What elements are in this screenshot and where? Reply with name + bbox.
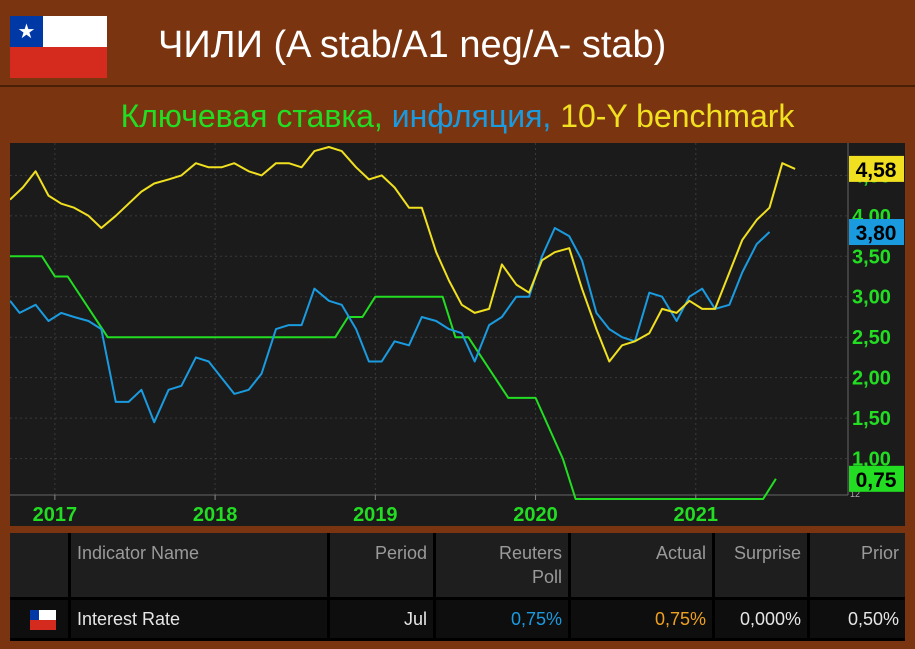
- y-tick-label: 1,50: [852, 408, 891, 430]
- last-value-label-key_rate: 0,75: [856, 469, 897, 492]
- row-prior: 0,50%: [810, 600, 905, 638]
- y-tick-label: 2,00: [852, 368, 891, 390]
- page-title: ЧИЛИ (A stab/A1 neg/A- stab): [158, 24, 667, 66]
- header-indicator-name: Indicator Name: [71, 533, 327, 597]
- x-tick-label: 2018: [193, 504, 238, 526]
- header-reuters-poll-text: Reuters Poll: [498, 543, 562, 587]
- header-surprise: Surprise: [715, 533, 807, 597]
- chile-flag-icon: ★: [10, 16, 107, 78]
- subtitle-benchmark: 10-Y benchmark: [560, 98, 795, 134]
- header-reuters-poll: Reuters Poll: [436, 533, 568, 597]
- header-prior: Prior: [810, 533, 905, 597]
- y-tick-label: 1,00: [852, 449, 891, 471]
- header: [0, 0, 915, 85]
- last-value-tag-key_rate: [849, 465, 904, 492]
- row-period: Jul: [330, 600, 433, 638]
- subtitle-inflation: инфляция,: [391, 98, 561, 134]
- header-actual: Actual: [571, 533, 712, 597]
- indicator-table: Indicator Name Period Reuters Poll Actua…: [10, 533, 905, 641]
- series-line-key_rate: [10, 255, 777, 500]
- last-value-tag-benchmark_10y: [849, 155, 904, 182]
- y-tick-label: 2,50: [852, 327, 891, 349]
- row-surprise: 0,000%: [715, 600, 807, 638]
- last-value-tag-inflation: [849, 219, 904, 246]
- line-chart: 2017 2018 2019 2020 2021 1,00 1,50 2,00 2,50 3,00…: [10, 143, 905, 526]
- last-value-label-benchmark_10y: 4,58: [856, 159, 897, 182]
- row-indicator[interactable]: Interest Rate: [71, 600, 327, 638]
- y-tick-label: 3,50: [852, 246, 891, 268]
- x-tick-label: 2017: [33, 504, 78, 526]
- series-line-inflation: [10, 227, 771, 424]
- last-value-label-inflation: 3,80: [856, 222, 897, 245]
- chile-flag-icon: [30, 610, 56, 630]
- header-flag-col: [10, 533, 68, 597]
- subtitle-key-rate: Ключевая ставка,: [120, 98, 392, 134]
- x-tick-label: 2020: [513, 504, 558, 526]
- row-actual: 0,75%: [571, 600, 712, 638]
- corner-label: 12: [850, 489, 860, 499]
- subtitle-bar: [0, 85, 915, 143]
- y-tick-label: 3,00: [852, 287, 891, 309]
- chart-subtitle: Ключевая ставка, инфляция, 10-Y benchmar…: [0, 96, 915, 136]
- x-tick-label: 2021: [674, 504, 719, 526]
- header-period: Period: [330, 533, 433, 597]
- x-tick-label: 2019: [353, 504, 398, 526]
- series-line-benchmark_10y: [10, 146, 796, 363]
- row-reuters-poll: 0,75%: [436, 600, 568, 638]
